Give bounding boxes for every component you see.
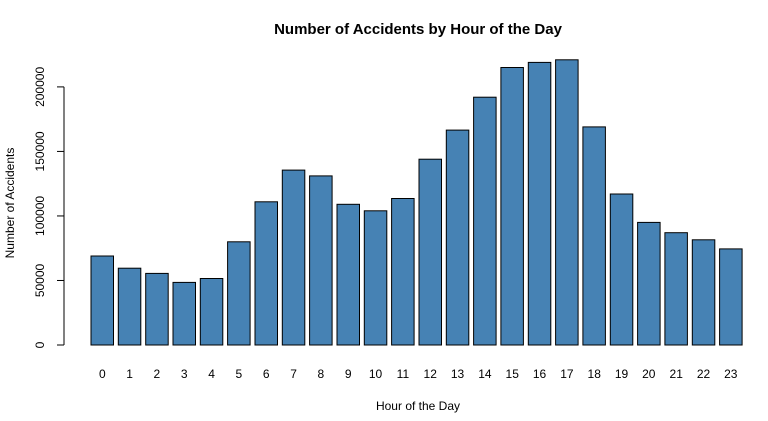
- x-tick-label: 17: [560, 367, 574, 381]
- bar-hour-4: [199, 278, 224, 346]
- bar-hour-9: [336, 203, 360, 346]
- x-tick-label: 12: [424, 367, 438, 381]
- y-tick-label: 150000: [33, 131, 47, 171]
- chart-title: Number of Accidents by Hour of the Day: [274, 21, 562, 38]
- bar-hour-3: [172, 281, 196, 346]
- y-axis-title: Number of Accidents: [3, 148, 17, 259]
- bar-hour-0: [90, 255, 114, 346]
- x-tick-label: 3: [181, 367, 188, 381]
- bar-hour-15: [500, 67, 524, 346]
- bar-hour-22: [691, 239, 716, 346]
- bar-hour-7: [281, 169, 306, 346]
- bar-hour-16: [527, 61, 552, 346]
- x-tick-label: 14: [478, 367, 492, 381]
- x-tick-label: 15: [506, 367, 520, 381]
- x-tick-label: 19: [615, 367, 629, 381]
- bar-hour-10: [363, 210, 388, 346]
- x-tick-label: 11: [397, 367, 410, 381]
- x-tick-label: 20: [642, 367, 656, 381]
- x-tick-label: 4: [208, 367, 215, 381]
- x-tick-label: 7: [290, 367, 297, 381]
- y-tick-label: 0: [33, 341, 47, 348]
- x-tick-label: 10: [369, 367, 383, 381]
- x-tick-label: 16: [533, 367, 547, 381]
- x-tick-label: 8: [318, 367, 325, 381]
- x-tick-label: 22: [697, 367, 711, 381]
- x-axis-tick-labels: 0 1 2 3 4 5 6 7 8 9 10 11 12 13 14 15 16 17 18 19 20 21 22 23: [99, 367, 738, 381]
- x-tick-label: 23: [724, 367, 738, 381]
- bar-hour-12: [418, 158, 442, 346]
- bar-hour-18: [582, 126, 606, 346]
- x-tick-label: 2: [154, 367, 161, 381]
- bar-hour-17: [555, 59, 579, 346]
- x-tick-label: 18: [588, 367, 602, 381]
- bar-hour-2: [145, 272, 169, 346]
- bars-group: [90, 59, 743, 346]
- bar-hour-11: [391, 198, 415, 346]
- bar-hour-5: [227, 241, 251, 346]
- y-tick-label: 200000: [33, 67, 47, 107]
- bar-hour-13: [445, 129, 470, 346]
- bar-hour-20: [637, 221, 661, 346]
- bar-hour-19: [609, 193, 634, 346]
- bar-hour-6: [254, 201, 278, 346]
- x-tick-label: 9: [345, 367, 352, 381]
- x-tick-label: 21: [670, 367, 684, 381]
- x-axis-title: Hour of the Day: [376, 399, 460, 413]
- x-tick-label: 5: [236, 367, 243, 381]
- y-tick-label: 50000: [33, 263, 47, 297]
- bar-hour-21: [664, 232, 688, 346]
- bar-hour-8: [309, 175, 333, 346]
- x-tick-label: 0: [99, 367, 106, 381]
- y-tick-label: 100000: [33, 196, 47, 236]
- x-tick-label: 6: [263, 367, 270, 381]
- bar-hour-1: [117, 267, 142, 346]
- x-tick-label: 13: [451, 367, 465, 381]
- bar-hour-23: [719, 248, 743, 346]
- x-tick-label: 1: [126, 367, 133, 381]
- y-axis: 0 50000 100000 150000 200000: [33, 67, 65, 348]
- bar-hour-14: [473, 96, 497, 346]
